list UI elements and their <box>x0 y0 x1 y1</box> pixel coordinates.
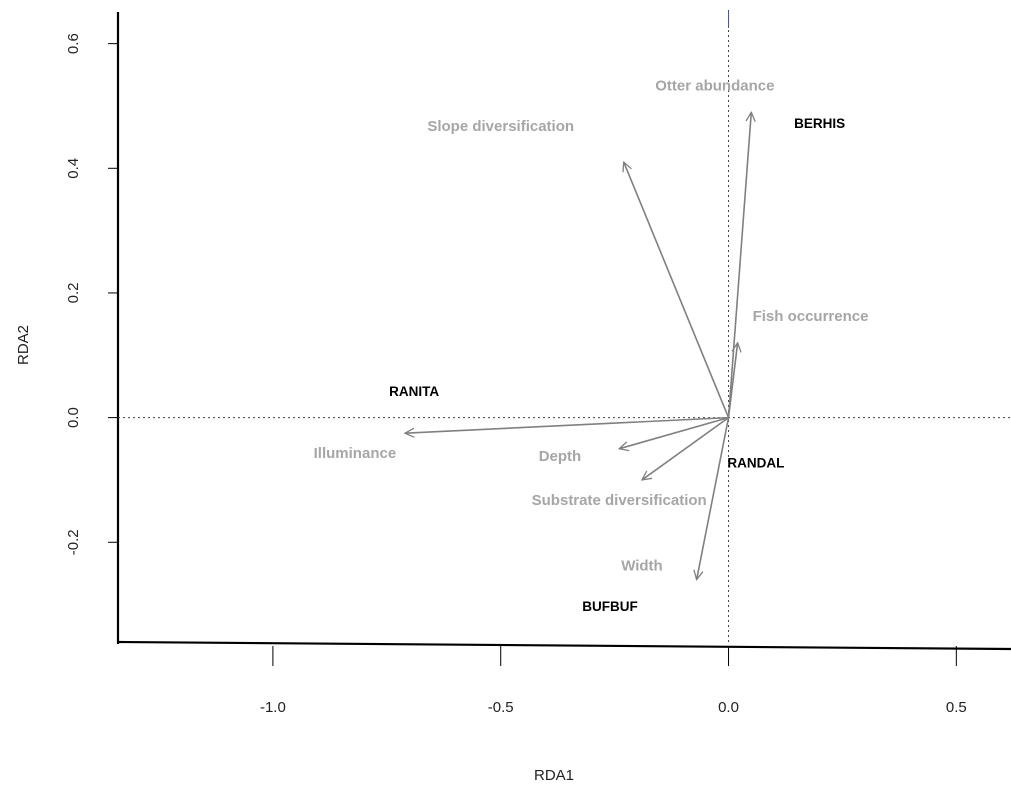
x-axis-line <box>116 640 1011 651</box>
y-tick-label: -0.2 <box>65 529 82 555</box>
vector-arrow <box>727 112 752 418</box>
y-tick-label: 0.4 <box>65 158 82 179</box>
vector-label: Fish occurrence <box>753 308 869 325</box>
x-axis-title: RDA1 <box>534 767 574 784</box>
environmental-vectors <box>405 112 751 579</box>
vector-label: Illuminance <box>314 445 397 462</box>
species-label: RANITA <box>389 384 439 399</box>
y-tick-label: 0.6 <box>65 33 82 54</box>
x-tick-label: 0.0 <box>718 699 739 716</box>
vector-arrow <box>405 416 729 434</box>
vector-arrow <box>727 343 738 418</box>
reference-lines <box>118 10 1011 642</box>
vector-label: Width <box>621 557 663 574</box>
y-tick-label: 0.0 <box>65 407 82 428</box>
vector-arrow <box>642 416 729 480</box>
species-label: RANDAL <box>727 455 784 470</box>
species-labels: BERHIS RANITA RANDAL BUFBUF <box>389 116 845 614</box>
vector-label: Depth <box>539 448 582 465</box>
x-tick-label: -0.5 <box>488 699 514 716</box>
x-tick-label: 0.5 <box>946 699 967 716</box>
x-tick-label: -1.0 <box>260 699 286 716</box>
vector-arrow <box>624 162 730 418</box>
vector-arrow <box>619 416 729 449</box>
y-tick-label: 0.2 <box>65 283 82 304</box>
axes: -1.0 -0.5 0.0 0.5 -0.2 0.0 0.2 0.4 0.6 <box>65 12 1011 716</box>
y-axis-title: RDA2 <box>15 325 32 365</box>
vector-label: Slope diversification <box>427 118 574 135</box>
vector-label: Substrate diversification <box>532 492 707 509</box>
vector-label: Otter abundance <box>655 77 774 94</box>
species-label: BERHIS <box>794 116 845 131</box>
vector-labels: Otter abundance Slope diversification Fish… <box>314 77 869 574</box>
species-label: BUFBUF <box>582 599 638 614</box>
vector-arrow <box>697 417 730 580</box>
